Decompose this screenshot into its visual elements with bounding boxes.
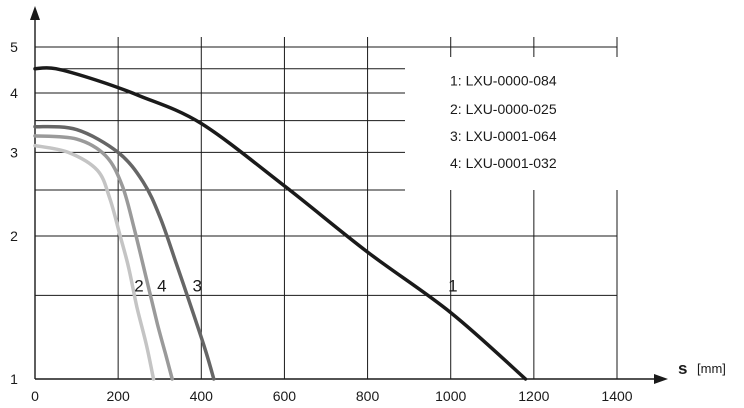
legend-entry: 2: LXU-0000-025 [450,101,557,117]
x-tick-label: 400 [190,388,214,404]
curve-label-2: 2 [134,276,143,295]
x-tick-label: 800 [356,388,380,404]
y-tick-label: 2 [10,228,18,244]
legend-entry: 4: LXU-0001-032 [450,155,557,171]
y-tick-label: 1 [10,371,18,387]
tick-labels: 0 200 400 600 800 1000 1200 1400 1 2 3 4 5 [10,39,633,404]
x-tick-label: 1000 [435,388,466,404]
legend-entry: 1: LXU-0000-084 [450,73,557,89]
x-axis-unit: [mm] [697,361,726,376]
curves [33,66,528,381]
x-tick-label: 1400 [601,388,632,404]
curve-label-4: 4 [157,276,166,295]
series-3-line [33,124,216,381]
x-tick-label: 1200 [518,388,549,404]
legend-entry: 3: LXU-0001-064 [450,128,557,144]
curve-label-3: 3 [192,276,201,295]
x-axis-title: s [678,359,687,378]
series-4-line [33,134,174,381]
x-tick-label: 600 [273,388,297,404]
x-tick-label: 0 [31,388,39,404]
axes [30,6,668,384]
y-tick-label: 3 [10,144,18,160]
legend: 1: LXU-0000-084 2: LXU-0000-025 3: LXU-000… [450,73,557,171]
y-axis-arrow [30,6,40,20]
x-axis-arrow [654,374,668,384]
curve-labels: 1 2 4 3 [134,276,457,295]
x-tick-label: 200 [106,388,130,404]
y-tick-label: 5 [10,39,18,55]
series-1-line [33,66,528,381]
y-tick-label: 4 [10,85,18,101]
curve-label-1: 1 [448,276,457,295]
series-2-line [33,143,156,381]
grid [35,37,618,379]
